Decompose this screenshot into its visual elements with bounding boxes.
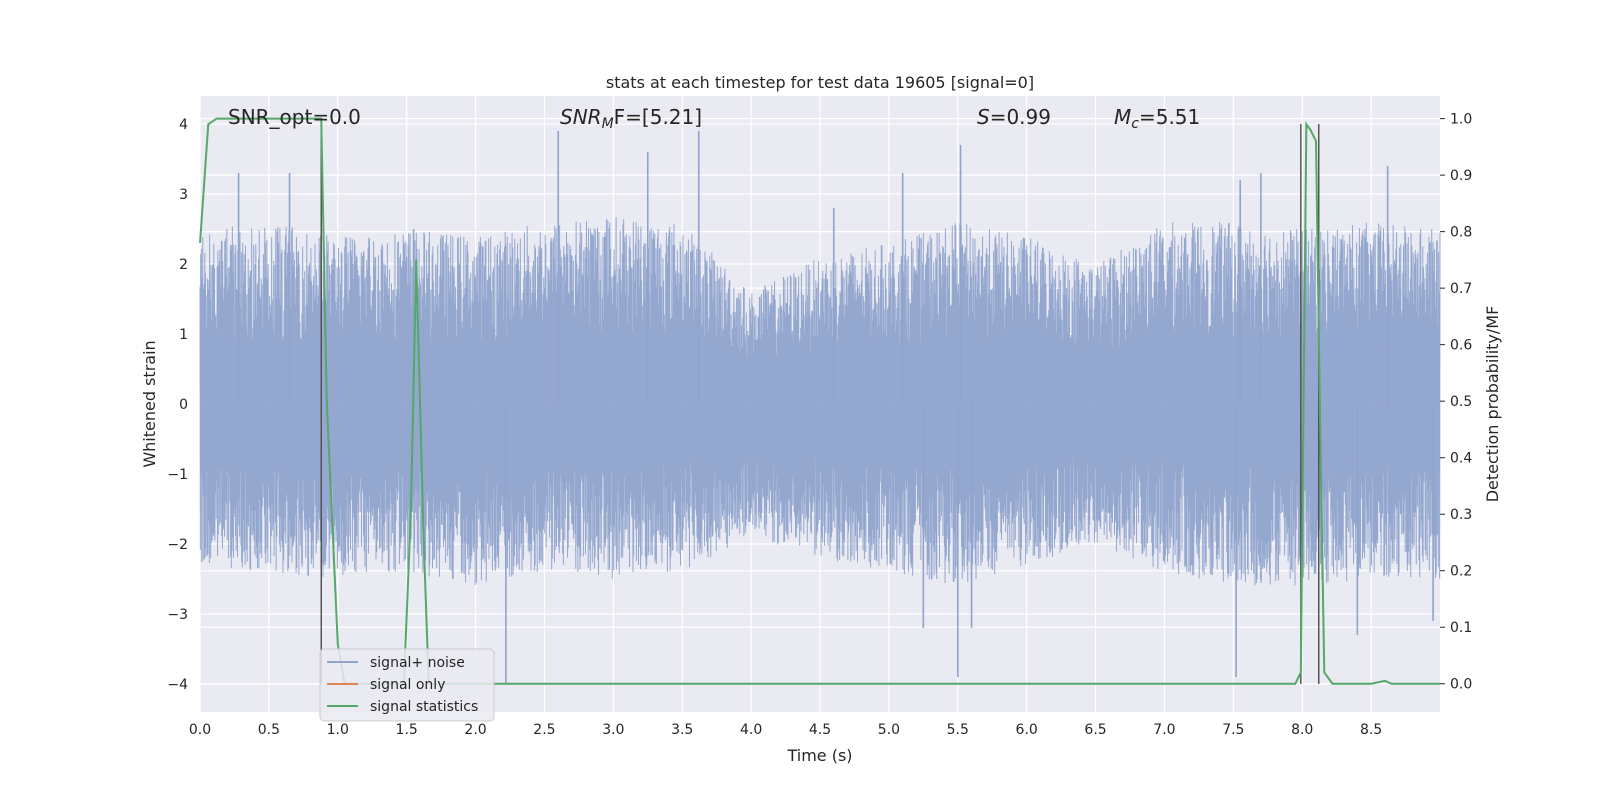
x-tick-7: 3.5 <box>671 722 693 738</box>
x-tick-0: 0.0 <box>189 722 211 738</box>
annotation-s-value: =0.99 <box>990 105 1051 129</box>
y-right-tick-8: 0.2 <box>1450 564 1472 580</box>
x-tick-12: 6.0 <box>1016 722 1038 738</box>
x-tick-15: 7.5 <box>1222 722 1244 738</box>
legend-label-statistics: signal statistics <box>370 699 478 715</box>
legend-label-noise: signal+ noise <box>370 655 465 671</box>
x-tick-14: 7.0 <box>1153 722 1175 738</box>
y-left-tick-8: −4 <box>167 677 188 693</box>
annotation-mc-value: =5.51 <box>1139 105 1200 129</box>
x-tick-9: 4.5 <box>809 722 831 738</box>
x-tick-10: 5.0 <box>878 722 900 738</box>
annotation-snr-mf-value: F=[5.21] <box>614 105 702 129</box>
y-left-tick-1: 3 <box>179 187 188 203</box>
y-right-tick-10: 0.0 <box>1450 677 1472 693</box>
y-right-tick-5: 0.5 <box>1450 394 1472 410</box>
x-tick-8: 4.0 <box>740 722 762 738</box>
x-tick-1: 0.5 <box>258 722 280 738</box>
y-left-tick-3: 1 <box>179 327 188 343</box>
annotation-mc: Mc=5.51 <box>1114 105 1200 132</box>
x-axis-label: Time (s) <box>786 746 852 765</box>
annotation-mc-symbol: M <box>1114 105 1131 129</box>
x-tick-6: 3.0 <box>602 722 624 738</box>
noise-series <box>199 131 1441 684</box>
x-tick-3: 1.5 <box>396 722 418 738</box>
y-right-tick-1: 0.9 <box>1450 168 1472 184</box>
y-left-tick-0: 4 <box>179 117 188 133</box>
y-left-tick-7: −3 <box>167 607 188 623</box>
legend-box <box>319 648 495 722</box>
y-left-tick-5: −1 <box>167 467 188 483</box>
y-right-tick-0: 1.0 <box>1450 112 1472 128</box>
legend: signal+ noise signal only signal statist… <box>319 648 495 722</box>
y-left-tick-labels: 4 3 2 1 0 −1 −2 −3 −4 <box>167 117 188 693</box>
annotation-snr-opt: SNR_opt=0.0 <box>228 105 361 129</box>
y-right-tick-6: 0.4 <box>1450 451 1472 467</box>
annotation-snr-mf-symbol: SNR <box>560 105 602 129</box>
x-tick-5: 2.5 <box>533 722 555 738</box>
y-right-tick-2: 0.8 <box>1450 225 1472 241</box>
noise-line <box>199 217 1441 586</box>
y-axis-label-right: Detection probability/MF <box>1483 306 1502 503</box>
chart-title: stats at each timestep for test data 196… <box>606 73 1034 92</box>
x-tick-2: 1.0 <box>327 722 349 738</box>
x-tick-11: 5.5 <box>947 722 969 738</box>
legend-label-signal-only: signal only <box>370 677 445 693</box>
x-tick-13: 6.5 <box>1084 722 1106 738</box>
y-right-tick-9: 0.1 <box>1450 620 1472 636</box>
annotation-mc-subscript: c <box>1131 116 1139 132</box>
annotation-s: S=0.99 <box>977 105 1051 129</box>
y-left-tick-2: 2 <box>179 257 188 273</box>
y-left-tick-6: −2 <box>167 537 188 553</box>
annotation-s-symbol: S <box>977 105 990 129</box>
y-axis-label-left: Whitened strain <box>140 340 159 467</box>
y-left-tick-4: 0 <box>179 397 188 413</box>
x-tick-4: 2.0 <box>464 722 486 738</box>
y-right-tick-7: 0.3 <box>1450 507 1472 523</box>
y-right-tick-labels: 1.0 0.9 0.8 0.7 0.6 0.5 0.4 0.3 0.2 0.1 0.0 <box>1440 112 1472 693</box>
annotation-snr-mf: SNRMF=[5.21] <box>560 105 702 132</box>
y-right-tick-4: 0.6 <box>1450 338 1472 354</box>
y-right-tick-3: 0.7 <box>1450 281 1472 297</box>
x-tick-labels: 0.0 0.5 1.0 1.5 2.0 2.5 3.0 3.5 4.0 4.5 5.0 5.5 6.0 6… <box>189 722 1382 738</box>
annotation-snr-mf-subscript: M <box>602 116 614 132</box>
x-tick-16: 8.0 <box>1291 722 1313 738</box>
x-tick-17: 8.5 <box>1360 722 1382 738</box>
